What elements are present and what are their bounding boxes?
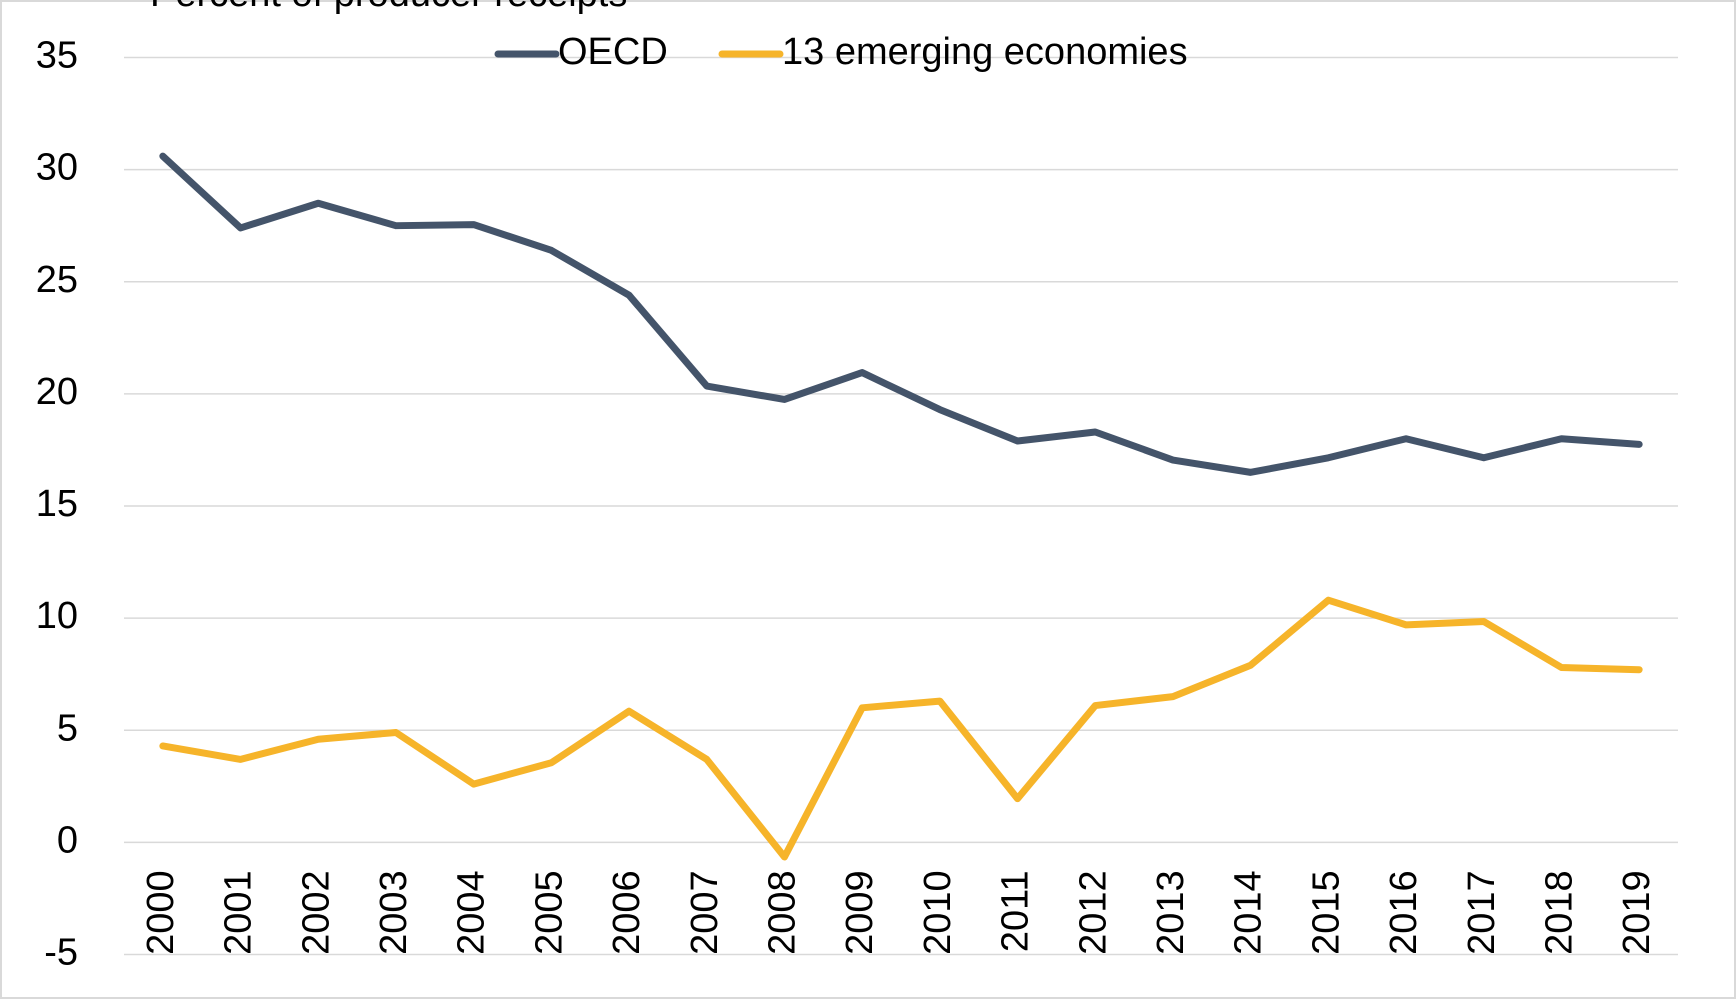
- y-tick-label: 10: [36, 595, 78, 637]
- series-line: [159, 596, 1643, 861]
- x-tick-label: 2011: [995, 870, 1037, 952]
- x-tick-label: 2017: [1461, 870, 1503, 955]
- x-tick-label: 2012: [1072, 870, 1114, 955]
- x-tick-label: 2018: [1538, 870, 1580, 955]
- series-line: [159, 152, 1643, 476]
- x-tick-label: 2004: [451, 870, 493, 955]
- x-tick-label: 2005: [528, 870, 570, 955]
- x-tick-label: 2010: [917, 870, 959, 955]
- x-tick-label: 2008: [761, 870, 803, 955]
- x-tick-label: 2000: [140, 870, 182, 955]
- x-tick-label: 2003: [373, 870, 415, 955]
- y-tick-label: 35: [36, 35, 78, 77]
- x-tick-label: 2013: [1150, 870, 1192, 955]
- y-tick-label: 20: [36, 371, 78, 413]
- x-tick-label: 2007: [684, 870, 726, 955]
- y-tick-label: 30: [36, 147, 78, 189]
- y-tick-label: 0: [57, 819, 78, 861]
- x-tick-label: 2016: [1383, 870, 1425, 955]
- y-tick-label: 25: [36, 259, 78, 301]
- y-tick-label: 15: [36, 483, 78, 525]
- x-tick-label: 2006: [606, 870, 648, 955]
- legend-label: OECD: [558, 31, 668, 73]
- x-tick-label: 2019: [1616, 870, 1658, 955]
- x-tick-label: 2015: [1305, 870, 1347, 955]
- y-axis-label: Percent of producer receipts: [150, 0, 627, 15]
- y-tick-label: -5: [44, 932, 78, 974]
- x-tick-label: 2009: [839, 870, 881, 955]
- x-tick-label: 2001: [218, 870, 260, 955]
- y-tick-label: 5: [57, 707, 78, 749]
- x-tick-label: 2014: [1228, 870, 1270, 955]
- x-tick-label: 2002: [295, 870, 337, 955]
- legend-label: 13 emerging economies: [782, 31, 1188, 73]
